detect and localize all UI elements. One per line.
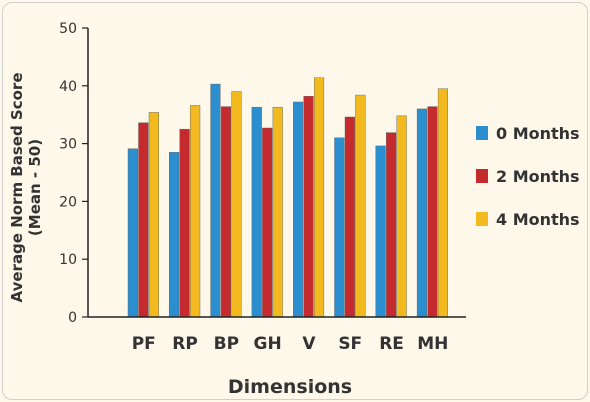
bar-pf-2-months xyxy=(138,122,149,318)
bar-gh-4-months xyxy=(272,106,283,318)
bar-bp-2-months xyxy=(220,106,232,318)
bar-mh-0-months xyxy=(416,108,428,318)
x-tick-label: RE xyxy=(379,334,404,354)
bar-v-4-months xyxy=(314,77,325,318)
bar-rp-0-months xyxy=(169,152,180,318)
x-axis-title: Dimensions xyxy=(228,376,352,398)
x-tick-label: PF xyxy=(132,334,156,354)
bar-mh-4-months xyxy=(437,88,449,318)
y-tick-label: 10 xyxy=(59,252,77,268)
legend-label: 4 Months xyxy=(496,210,580,229)
x-tick-label: V xyxy=(302,334,316,354)
bar-gh-2-months xyxy=(262,127,273,318)
x-tick-label: GH xyxy=(254,334,282,354)
y-tick-label: 0 xyxy=(68,310,77,326)
x-tick-label: MH xyxy=(417,334,448,354)
bar-sf-4-months xyxy=(355,94,366,318)
legend-swatch xyxy=(476,169,488,183)
y-tick-label: 50 xyxy=(59,21,77,37)
y-tick-label: 40 xyxy=(59,79,77,95)
bar-rp-4-months xyxy=(190,105,201,318)
y-tick-label: 20 xyxy=(59,194,77,210)
bar-re-2-months xyxy=(386,132,397,318)
legend-label: 0 Months xyxy=(496,124,580,143)
legend-swatch xyxy=(476,126,488,140)
bar-bp-0-months xyxy=(210,83,221,318)
x-tick-label: RP xyxy=(172,334,198,354)
bar-mh-2-months xyxy=(427,106,438,318)
y-axis-title-line: (Mean - 50) xyxy=(26,139,44,236)
bar-re-0-months xyxy=(375,145,386,318)
bar-pf-0-months xyxy=(127,148,138,318)
y-tick-label: 30 xyxy=(59,137,77,153)
x-axis-ticks: PF RP BP GH V SF RE MH xyxy=(132,334,449,354)
bar-v-2-months xyxy=(303,96,314,318)
y-axis-title: Average Norm Based Score (Mean - 50) xyxy=(8,73,44,303)
x-tick-label: SF xyxy=(338,334,362,354)
bar-re-4-months xyxy=(396,115,407,318)
bar-sf-0-months xyxy=(334,137,345,318)
legend-swatch xyxy=(476,212,488,226)
legend-label: 2 Months xyxy=(496,167,580,186)
x-tick-label: BP xyxy=(214,334,239,354)
bar-bp-4-months xyxy=(231,91,242,318)
bars xyxy=(127,77,449,318)
legend: 0 Months 2 Months 4 Months xyxy=(476,124,580,229)
bar-pf-4-months xyxy=(148,112,159,318)
y-axis-title-line: Average Norm Based Score xyxy=(8,73,26,303)
bar-gh-0-months xyxy=(251,106,262,318)
bar-sf-2-months xyxy=(344,116,355,318)
bar-v-0-months xyxy=(293,101,304,318)
y-axis-ticks: 0 10 20 30 40 50 xyxy=(59,21,88,326)
bar-rp-2-months xyxy=(179,128,190,318)
